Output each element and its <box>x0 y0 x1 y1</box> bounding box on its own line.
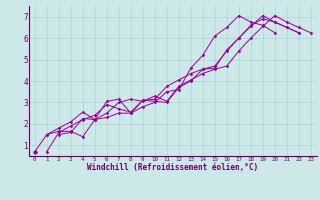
X-axis label: Windchill (Refroidissement éolien,°C): Windchill (Refroidissement éolien,°C) <box>87 163 258 172</box>
